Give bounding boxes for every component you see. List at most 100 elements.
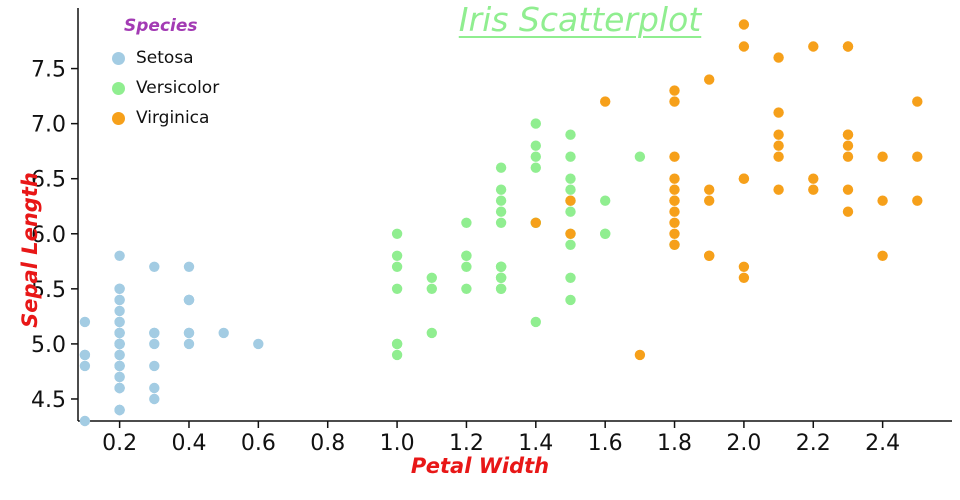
data-point-setosa <box>149 261 160 272</box>
data-point-versicolor <box>565 151 576 162</box>
legend-item-virginica: Virginica <box>112 108 219 128</box>
data-point-virginica <box>600 96 611 107</box>
data-point-virginica <box>808 41 819 52</box>
data-point-virginica <box>704 195 715 206</box>
data-point-setosa <box>114 283 125 294</box>
data-point-setosa <box>183 338 195 350</box>
data-point-virginica <box>877 195 888 206</box>
legend-marker <box>112 51 125 65</box>
data-point-virginica <box>842 129 854 140</box>
data-point-virginica <box>773 184 784 195</box>
data-point-versicolor <box>530 118 541 129</box>
data-point-virginica <box>912 151 923 162</box>
data-point-setosa <box>114 327 125 339</box>
data-point-versicolor <box>495 217 507 228</box>
data-point-versicolor <box>461 283 472 294</box>
legend-marker <box>112 81 125 95</box>
data-point-virginica <box>738 173 750 184</box>
data-point-virginica <box>773 107 784 118</box>
data-point-versicolor <box>565 294 576 306</box>
data-point-setosa <box>114 294 125 306</box>
legend-label: Virginica <box>136 108 210 128</box>
data-point-virginica <box>634 349 646 361</box>
legend: Species Setosa Versicolor Virginica <box>112 16 219 128</box>
data-point-versicolor <box>391 250 403 261</box>
data-point-virginica <box>912 195 923 206</box>
data-point-versicolor <box>495 261 507 272</box>
data-point-virginica <box>877 250 888 261</box>
data-point-setosa <box>114 338 125 350</box>
data-point-virginica <box>669 217 680 228</box>
data-point-virginica <box>773 151 784 162</box>
data-point-virginica <box>565 228 576 239</box>
x-tick-label: 1.6 <box>588 431 623 456</box>
y-tick-label: 4.5 <box>31 388 66 413</box>
data-point-virginica <box>738 41 750 52</box>
data-point-versicolor <box>495 162 507 173</box>
data-point-versicolor <box>600 228 611 239</box>
data-point-virginica <box>877 151 888 162</box>
data-point-virginica <box>773 140 784 151</box>
data-point-virginica <box>704 74 715 85</box>
data-point-setosa <box>149 382 160 394</box>
legend-label: Setosa <box>136 48 194 68</box>
data-point-versicolor <box>426 272 437 283</box>
x-tick-label: 1.0 <box>380 431 415 456</box>
data-point-versicolor <box>565 272 576 283</box>
x-tick-label: 0.4 <box>171 431 206 456</box>
data-point-setosa <box>114 250 125 261</box>
data-point-setosa <box>114 305 125 317</box>
data-point-setosa <box>149 338 160 350</box>
data-point-setosa <box>114 371 125 383</box>
data-point-setosa <box>114 382 125 394</box>
data-point-virginica <box>669 195 680 206</box>
data-point-versicolor <box>565 184 576 195</box>
data-point-versicolor <box>530 162 541 173</box>
y-axis-label: Sepal Length <box>18 172 42 328</box>
data-point-versicolor <box>391 349 403 361</box>
x-tick-label: 1.4 <box>518 431 553 456</box>
data-point-setosa <box>79 349 91 361</box>
data-point-versicolor <box>600 195 611 206</box>
data-point-virginica <box>704 184 715 195</box>
x-tick-label: 2.4 <box>865 431 900 456</box>
data-point-virginica <box>669 151 680 162</box>
data-point-virginica <box>842 140 854 151</box>
data-point-virginica <box>669 184 680 195</box>
data-point-versicolor <box>565 239 576 250</box>
data-point-versicolor <box>565 173 576 184</box>
data-point-virginica <box>773 129 784 140</box>
chart-title: Iris Scatterplot <box>458 0 702 39</box>
data-point-setosa <box>79 415 91 427</box>
x-tick-label: 1.2 <box>449 431 484 456</box>
x-tick-label: 0.2 <box>102 431 137 456</box>
data-point-virginica <box>842 41 854 52</box>
data-point-virginica <box>669 85 680 96</box>
data-point-setosa <box>183 294 195 306</box>
data-point-virginica <box>738 261 750 272</box>
data-point-setosa <box>114 349 125 361</box>
legend-item-versicolor: Versicolor <box>112 78 219 98</box>
data-point-versicolor <box>391 261 403 272</box>
data-point-virginica <box>773 52 784 63</box>
data-point-virginica <box>669 239 680 250</box>
data-point-versicolor <box>391 228 403 239</box>
data-point-virginica <box>669 228 680 239</box>
legend-label: Versicolor <box>136 78 220 98</box>
data-point-versicolor <box>530 140 541 151</box>
data-point-versicolor <box>495 195 507 206</box>
data-point-versicolor <box>426 283 437 294</box>
data-point-versicolor <box>495 206 507 217</box>
data-point-setosa <box>218 327 229 339</box>
y-tick-label: 6.0 <box>31 223 66 248</box>
data-point-setosa <box>183 261 195 272</box>
data-point-setosa <box>183 327 195 339</box>
data-point-virginica <box>669 206 680 217</box>
data-point-virginica <box>530 217 541 228</box>
data-point-setosa <box>114 404 125 416</box>
data-point-virginica <box>912 96 923 107</box>
x-tick-label: 2.0 <box>726 431 761 456</box>
y-tick-label: 7.0 <box>31 113 66 138</box>
